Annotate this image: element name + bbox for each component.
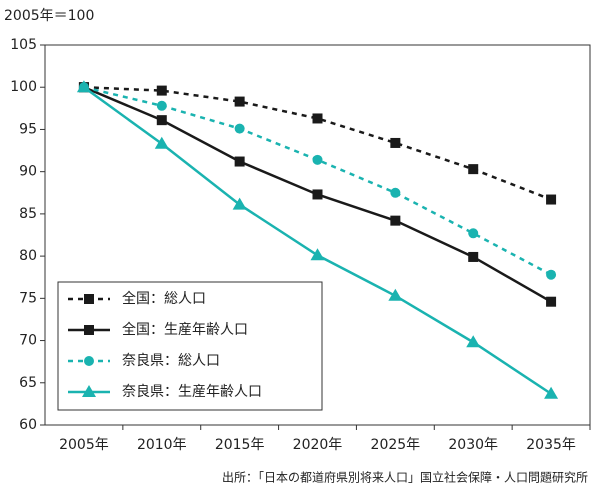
marker [154,136,169,149]
marker [234,96,245,107]
marker [544,386,559,399]
y-tick-label: 95 [19,121,37,137]
y-tick-label: 70 [19,333,37,349]
marker [390,215,401,226]
legend-label: 奈良県：生産年齢人口 [122,384,262,400]
marker [234,156,245,167]
marker [390,137,401,148]
marker [156,115,167,126]
legend-label: 全国：生産年齢人口 [122,321,248,338]
x-tick-label: 2015年 [215,437,265,453]
legend-marker [84,356,94,366]
x-tick-label: 2025年 [371,437,421,453]
legend-marker [82,385,96,397]
legend-box [57,281,323,411]
x-tick-label: 2005年 [59,437,109,453]
y-tick-label: 75 [19,290,37,306]
legend-marker [84,294,94,304]
y-tick-label: 85 [19,206,37,222]
y-tick-label: 100 [10,79,37,95]
marker [390,187,401,198]
y-tick-label: 105 [10,37,37,53]
source-note: 出所：「日本の都道府県別将来人口」国立社会保障・人口問題研究所 [222,470,588,485]
marker [546,269,557,280]
marker [546,194,557,205]
marker [468,228,479,239]
marker [388,288,403,301]
marker [232,197,247,210]
y-tick-label: 90 [19,164,37,180]
x-tick-label: 2035年 [526,437,576,453]
marker [76,80,91,93]
x-tick-label: 2030年 [448,437,498,453]
marker [312,113,323,124]
legend-marker [84,325,94,335]
marker [234,123,245,134]
x-tick-label: 2010年 [137,437,187,453]
marker [312,189,323,200]
marker [312,154,323,165]
y-axis-label: 2005年＝100 [4,8,94,24]
plot-frame [44,44,591,426]
marker [466,335,481,348]
y-tick-label: 65 [19,375,37,391]
marker [310,248,325,261]
marker [468,251,479,262]
legend-label: 奈良県：総人口 [122,353,220,369]
marker [468,164,479,175]
legend-label: 全国：総人口 [122,290,206,307]
y-tick-label: 80 [19,248,37,264]
marker [156,100,167,111]
x-tick-label: 2020年 [293,437,343,453]
marker [156,85,167,96]
marker [546,296,557,307]
y-tick-label: 60 [19,417,37,433]
